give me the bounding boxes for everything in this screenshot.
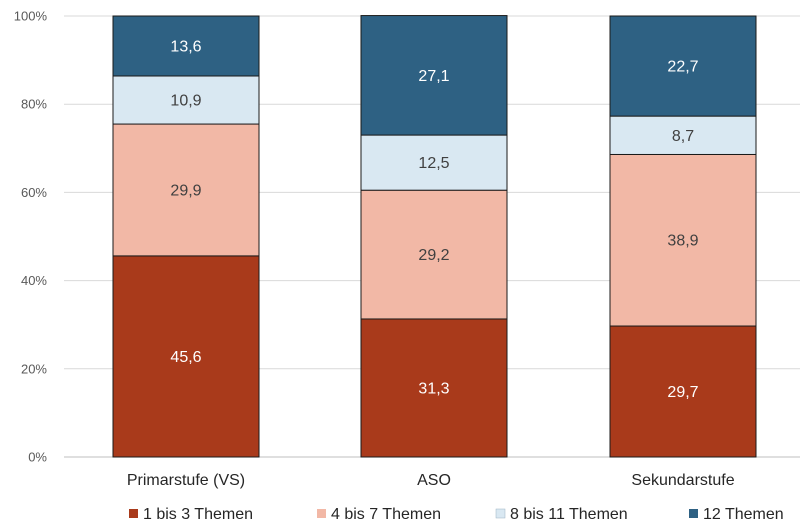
legend-label-8-bis-11-themen: 8 bis 11 Themen <box>510 506 628 523</box>
x-category-label: ASO <box>417 472 451 489</box>
bar-segment-primarstufe-vs-1-bis-3-themen <box>112 255 260 458</box>
y-tick-label: 0% <box>28 450 47 465</box>
bar-segment-sekundarstufe-1-bis-3-themen <box>609 325 757 458</box>
y-tick-label: 80% <box>21 97 47 112</box>
y-tick-label: 40% <box>21 273 47 288</box>
data-label: 22,7 <box>667 59 698 76</box>
bar-segment-aso-12-themen <box>360 15 508 136</box>
data-label: 10,9 <box>170 93 201 110</box>
bar-segment-sekundarstufe-4-bis-7-themen <box>609 153 757 327</box>
legend-label-12-themen: 12 Themen <box>703 506 784 523</box>
x-category-label: Sekundarstufe <box>631 472 734 489</box>
legend-swatch-12-themen <box>689 509 698 518</box>
bar-segment-primarstufe-vs-8-bis-11-themen <box>112 75 260 125</box>
data-label: 13,6 <box>170 38 201 55</box>
bars: 45,6 29,9 10,9 13,6 31,3 29,2 12,5 27,1 29,7 38,9… <box>112 15 757 458</box>
legend-label-4-bis-7-themen: 4 bis 7 Themen <box>331 506 441 523</box>
bar-segment-aso-4-bis-7-themen <box>360 189 508 320</box>
data-label: 29,7 <box>667 384 698 401</box>
data-label: 38,9 <box>667 233 698 250</box>
legend-swatch-8-bis-11-themen <box>495 508 506 519</box>
bar-segment-aso-1-bis-3-themen <box>360 318 508 458</box>
x-category-label: Primarstufe (VS) <box>127 472 245 489</box>
legend: 1 bis 3 Themen 4 bis 7 Themen 8 bis 11 The… <box>129 506 784 523</box>
bar-segment-primarstufe-vs-12-themen <box>112 15 260 77</box>
data-label: 27,1 <box>418 68 449 85</box>
y-tick-label: 60% <box>21 185 47 200</box>
bar-segment-aso-8-bis-11-themen <box>360 134 508 191</box>
legend-swatch-4-bis-7-themen <box>317 509 326 518</box>
data-label: 45,6 <box>170 349 201 366</box>
bar-segment-sekundarstufe-8-bis-11-themen <box>609 115 757 155</box>
legend-label-1-bis-3-themen: 1 bis 3 Themen <box>143 506 253 523</box>
bar-segment-sekundarstufe-12-themen <box>609 15 757 117</box>
x-axis: Primarstufe (VS) ASO Sekundarstufe <box>127 472 735 489</box>
legend-swatch-1-bis-3-themen <box>129 509 138 518</box>
bar-segment-primarstufe-vs-4-bis-7-themen <box>112 123 260 257</box>
data-label: 29,2 <box>418 247 449 264</box>
data-label: 31,3 <box>418 380 449 397</box>
y-tick-label: 20% <box>21 361 47 376</box>
y-tick-label: 100% <box>14 9 48 24</box>
data-label: 12,5 <box>418 155 449 172</box>
data-label: 8,7 <box>672 128 694 145</box>
data-label: 29,9 <box>170 182 201 199</box>
y-axis: 0% 20% 40% 60% 80% 100% <box>14 9 48 465</box>
